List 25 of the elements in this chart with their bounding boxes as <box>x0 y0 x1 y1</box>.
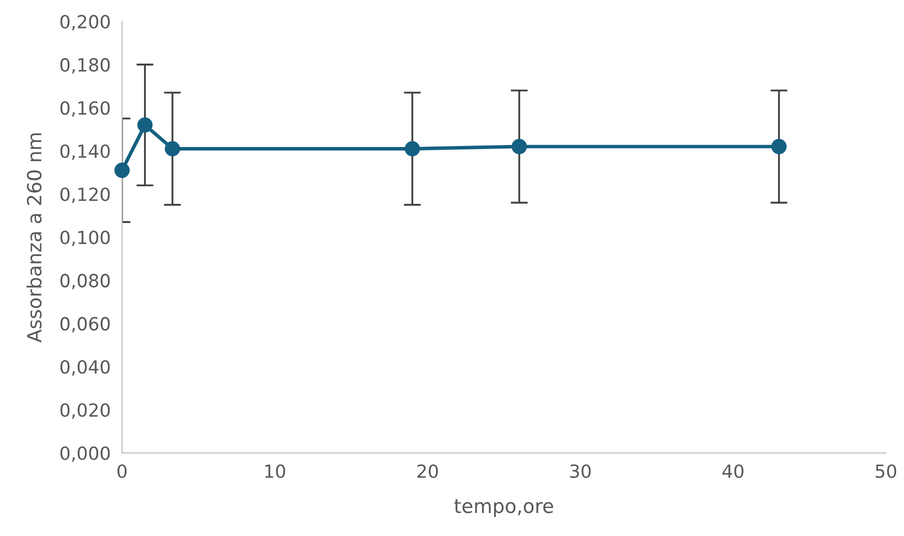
point <box>164 141 180 156</box>
x-tick-label: 10 <box>265 464 286 478</box>
y-tick-label: 0,100 <box>60 230 110 246</box>
y-axis-title: Assorbanza a 260 nm <box>26 133 42 343</box>
y-tick-label: 0,080 <box>60 274 110 290</box>
point <box>137 117 153 133</box>
point <box>512 138 527 154</box>
y-tick-label: 0,060 <box>60 316 110 332</box>
x-axis-title: tempo,ore <box>454 499 554 517</box>
x-tick-label: 20 <box>417 464 438 478</box>
y-tick-label: 0,020 <box>60 403 110 419</box>
x-tick-label: 50 <box>876 464 896 478</box>
y-tick-label: 0,160 <box>60 101 110 117</box>
point <box>114 162 130 178</box>
x-tick-label: 30 <box>570 464 591 478</box>
y-tick-label: 0,120 <box>60 187 110 203</box>
y-tick-label: 0,180 <box>60 58 110 74</box>
point <box>771 138 787 154</box>
y-tick-label: 0,140 <box>60 144 110 160</box>
point <box>404 141 420 156</box>
y-tick-label: 0,200 <box>60 14 110 30</box>
y-tick-label: 0,040 <box>60 360 110 376</box>
x-tick-label: 40 <box>722 464 744 478</box>
y-tick-label: 0,000 <box>60 446 110 462</box>
x-tick-label: 0 <box>117 464 127 478</box>
